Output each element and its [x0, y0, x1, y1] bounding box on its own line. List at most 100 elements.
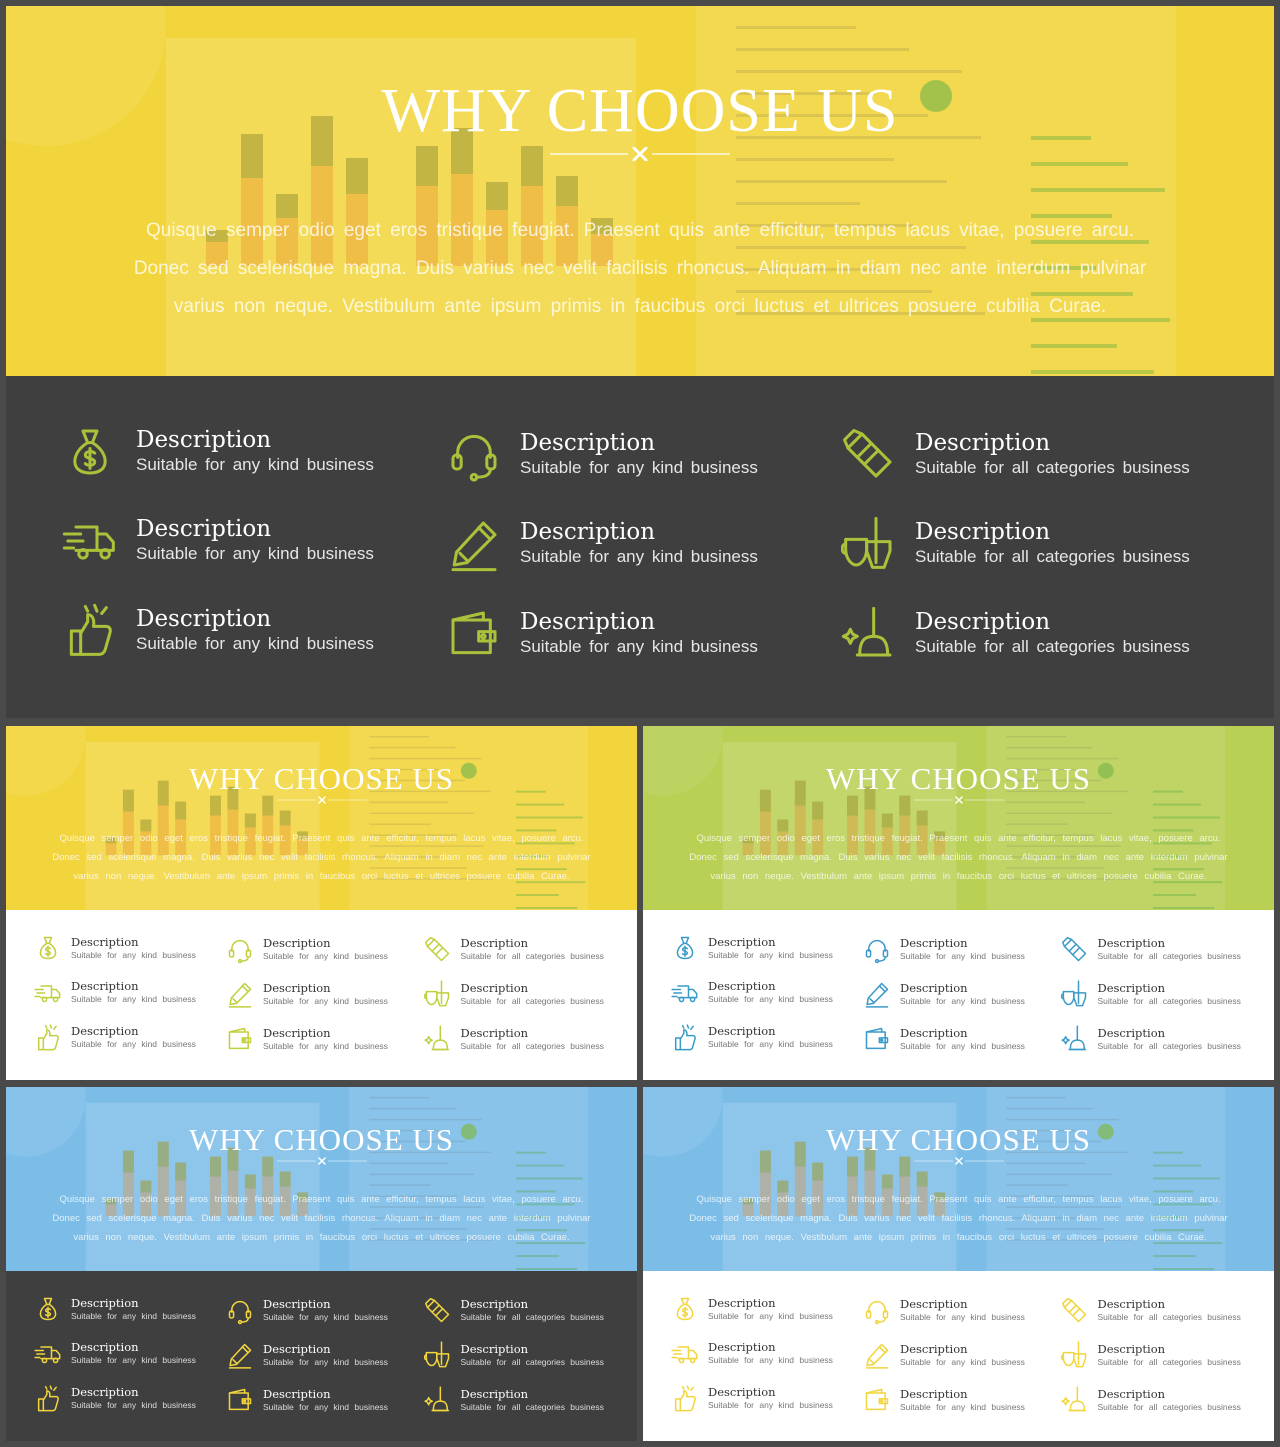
feature-item: Description Suitable for any kind busines…: [863, 980, 1025, 1008]
feature-subtext: Suitable for all categories business: [915, 637, 1190, 656]
intro-paragraph: Quisque semper odio eget eros tristique …: [678, 829, 1239, 886]
feature-item: Description Suitable for any kind busines…: [34, 979, 196, 1007]
money-bag-icon: [39, 936, 57, 960]
background-photo: [643, 726, 1274, 910]
pen-icon: [228, 982, 252, 1008]
feature-subtext: Suitable for all categories business: [915, 547, 1190, 566]
feature-item: Description Suitable for any kind busines…: [446, 427, 758, 483]
headset-icon: [451, 434, 497, 482]
feature-heading: Description: [520, 519, 656, 545]
wallet-icon: [228, 1388, 252, 1411]
feature-subtext: Suitable for all categories business: [460, 995, 604, 1006]
intro-paragraph-line: varius non neque. Vestibulum ante ipsum …: [173, 296, 1107, 317]
feature-subtext: Suitable for all categories business: [1097, 1040, 1241, 1051]
dustpan-icon: [842, 428, 892, 478]
feature-heading: Description: [708, 1295, 776, 1310]
delivery-truck-icon: [671, 984, 698, 1002]
intro-paragraph-line: varius non neque. Vestibulum ante ipsum …: [710, 1232, 1207, 1243]
hero-banner: WHY CHOOSE US Quisque semper odio eget er…: [6, 726, 637, 910]
feature-heading: Description: [915, 430, 1051, 456]
feature-heading: Description: [263, 980, 331, 995]
feature-item: Description Suitable for any kind busines…: [863, 1341, 1025, 1369]
feature-item: Description Suitable for all categories b…: [423, 1386, 604, 1414]
plunger-icon: [1060, 1386, 1086, 1412]
background-photo: [643, 1087, 1274, 1271]
slide-blue-white: WHY CHOOSE US Quisque semper odio eget er…: [643, 1087, 1274, 1441]
thumbs-up-icon: [37, 1023, 59, 1050]
feature-heading: Description: [71, 1340, 139, 1354]
features-grid: Description Suitable for any kind busines…: [643, 910, 1274, 1080]
feature-heading: Description: [460, 1025, 529, 1040]
feature-heading: Description: [71, 1295, 139, 1310]
intro-paragraph-line: Quisque semper odio eget eros tristique …: [696, 1194, 1221, 1205]
feature-item: Description Suitable for any kind busines…: [226, 1386, 388, 1414]
intro-paragraph: Quisque semper odio eget eros tristique …: [41, 829, 602, 886]
feature-heading: Description: [263, 1297, 331, 1311]
hero-banner: WHY CHOOSE US Quisque semper odio eget er…: [6, 1087, 637, 1271]
thumbs-up-icon: [37, 1384, 59, 1411]
feature-subtext: Suitable for any kind business: [263, 1356, 388, 1367]
feature-heading: Description: [900, 936, 968, 950]
slide-yellow-white: WHY CHOOSE US Quisque semper odio eget er…: [6, 726, 637, 1080]
feature-heading: Description: [460, 1297, 529, 1311]
delivery-truck-icon: [34, 1345, 61, 1363]
feature-subtext: Suitable for any kind business: [71, 1039, 196, 1049]
feature-item: Description Suitable for all categories b…: [1061, 1297, 1241, 1325]
feature-subtext: Suitable for any kind business: [900, 995, 1025, 1006]
feature-heading: Description: [900, 1297, 968, 1311]
headset-icon: [228, 1300, 252, 1324]
intro-paragraph-line: Donec sed scelerisque magna. Duis varius…: [133, 258, 1147, 279]
feature-subtext: Suitable for any kind business: [708, 1310, 833, 1321]
feature-item: Description Suitable for any kind busines…: [226, 980, 388, 1008]
feature-item: Description Suitable for any kind busines…: [863, 1025, 1025, 1053]
feature-subtext: Suitable for any kind business: [708, 1400, 833, 1410]
plunger-icon: [841, 606, 892, 657]
hero-banner: WHY CHOOSE US Quisque semper odio eget er…: [6, 6, 1274, 376]
feature-heading: Description: [136, 606, 272, 632]
intro-paragraph-line: Quisque semper odio eget eros tristique …: [696, 833, 1221, 844]
feature-item: Description Suitable for all categories b…: [1060, 1341, 1241, 1369]
pen-icon: [865, 982, 889, 1008]
feature-item: Description Suitable for any kind busines…: [226, 1025, 388, 1053]
feature-subtext: Suitable for all categories business: [460, 951, 604, 961]
feature-item: Description Suitable for any kind busines…: [62, 513, 374, 569]
plunger-icon: [423, 1025, 449, 1051]
feature-heading: Description: [1097, 1341, 1166, 1356]
feature-item: Description Suitable for all categories b…: [424, 936, 604, 964]
feature-subtext: Suitable for all categories business: [460, 1401, 604, 1412]
money-bag-icon: [676, 1297, 694, 1321]
wallet-icon: [451, 611, 497, 655]
plunger-icon: [423, 1386, 449, 1412]
pen-icon: [228, 1343, 252, 1369]
dustpan-icon: [1061, 936, 1086, 961]
feature-subtext: Suitable for any kind business: [900, 1312, 1025, 1322]
intro-paragraph-line: Quisque semper odio eget eros tristique …: [59, 833, 584, 844]
features-grid: Description Suitable for any kind busines…: [6, 910, 637, 1080]
feature-item: Description Suitable for any kind busines…: [863, 1386, 1025, 1414]
delivery-truck-icon: [34, 984, 61, 1002]
feature-heading: Description: [900, 1386, 968, 1401]
intro-paragraph-line: Donec sed scelerisque magna. Duis varius…: [689, 1213, 1228, 1224]
feature-heading: Description: [71, 1024, 139, 1038]
feature-item: Description Suitable for any kind busines…: [671, 1023, 833, 1052]
slide-green-white: WHY CHOOSE US Quisque semper odio eget er…: [643, 726, 1274, 1080]
feature-subtext: Suitable for any kind business: [520, 547, 758, 566]
feature-item: Description Suitable for any kind busines…: [446, 516, 758, 572]
feature-item: Description Suitable for any kind busines…: [34, 934, 196, 962]
wallet-icon: [865, 1027, 889, 1050]
feature-heading: Description: [900, 980, 968, 995]
feature-heading: Description: [1097, 936, 1166, 950]
features-grid: Description Suitable for any kind busines…: [643, 1271, 1274, 1441]
feature-item: Description Suitable for all categories b…: [423, 980, 604, 1008]
feature-item: Description Suitable for any kind busines…: [446, 606, 758, 662]
feature-item: Description Suitable for all categories b…: [841, 606, 1190, 662]
background-photo: [6, 1087, 637, 1271]
feature-subtext: Suitable for all categories business: [460, 1040, 604, 1051]
feature-item: Description Suitable for any kind busines…: [226, 1297, 388, 1325]
title-divider: [276, 796, 367, 804]
mop-bucket-icon: [1060, 1341, 1086, 1368]
feature-subtext: Suitable for any kind business: [263, 995, 388, 1006]
feature-item: Description Suitable for any kind busines…: [62, 424, 374, 480]
features-grid: Description Suitable for any kind busines…: [6, 1271, 637, 1441]
background-photo: [6, 726, 637, 910]
